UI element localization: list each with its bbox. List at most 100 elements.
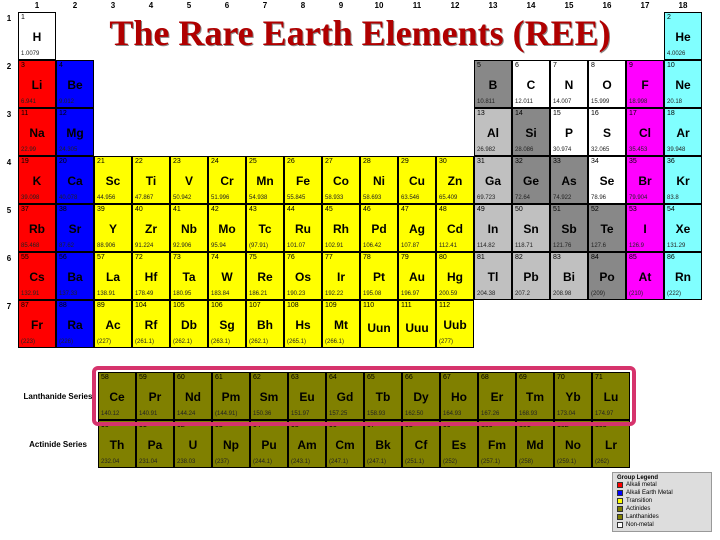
element-number: 71	[595, 374, 627, 382]
element-cell-tl: 81Tl204.38	[474, 252, 512, 300]
element-cell-hs: 108Hs(265.1)	[284, 300, 322, 348]
element-symbol: Th	[101, 438, 133, 452]
element-cell-pm: 61Pm(144.91)	[212, 372, 250, 420]
element-mass: 183.84	[211, 291, 243, 298]
element-mass: (243.1)	[291, 459, 323, 466]
legend-item: Lanthanides	[617, 513, 707, 521]
element-number: 21	[97, 158, 129, 166]
element-mass: (277)	[439, 339, 471, 346]
element-mass: (222)	[667, 291, 699, 298]
group-label: 10	[360, 0, 398, 12]
element-cell-nb: 41Nb92.906	[170, 204, 208, 252]
element-mass: (265.1)	[287, 339, 319, 346]
element-number: 59	[139, 374, 171, 382]
element-number: 57	[97, 254, 129, 262]
element-cell-mn: 25Mn54.938	[246, 156, 284, 204]
element-cell-s: 16S32.065	[588, 108, 626, 156]
element-number: 94	[253, 422, 285, 430]
element-cell-at: 85At(210)	[626, 252, 664, 300]
element-mass: 121.76	[553, 243, 585, 250]
element-symbol: Fe	[287, 174, 319, 188]
element-symbol: Cu	[401, 174, 433, 188]
element-number: 53	[629, 206, 661, 214]
element-symbol: Ca	[59, 174, 91, 188]
element-number: 83	[553, 254, 585, 262]
group-label: 7	[246, 0, 284, 12]
element-mass: 54.938	[249, 195, 281, 202]
element-symbol: Mt	[325, 318, 357, 332]
element-cell-rn: 86Rn(222)	[664, 252, 702, 300]
group-label: 15	[550, 0, 588, 12]
element-symbol: Uuu	[401, 321, 433, 335]
element-cell-tm: 69Tm168.93	[516, 372, 554, 420]
element-cell-cr: 24Cr51.996	[208, 156, 246, 204]
element-cell-ag: 47Ag107.87	[398, 204, 436, 252]
element-mass: 10.811	[477, 99, 509, 106]
element-cell-co: 27Co58.933	[322, 156, 360, 204]
element-mass: 6.941	[21, 99, 53, 106]
element-cell-os: 76Os190.23	[284, 252, 322, 300]
element-number: 18	[667, 110, 699, 118]
element-symbol: As	[553, 174, 585, 188]
element-cell-uuu: 111Uuu	[398, 300, 436, 348]
element-number: 32	[515, 158, 547, 166]
element-symbol: Rn	[667, 270, 699, 284]
element-mass: (262.1)	[173, 339, 205, 346]
element-cell-ta: 73Ta180.95	[170, 252, 208, 300]
element-mass: 157.25	[329, 411, 361, 418]
element-mass: (266.1)	[325, 339, 357, 346]
element-mass: 28.086	[515, 147, 547, 154]
element-cell-ir: 77Ir192.22	[322, 252, 360, 300]
legend-item: Alkali Earth Metal	[617, 489, 707, 497]
element-mass: 24.305	[59, 147, 91, 154]
element-symbol: V	[173, 174, 205, 188]
element-number: 65	[367, 374, 399, 382]
element-cell-yb: 70Yb173.04	[554, 372, 592, 420]
element-mass: (258)	[519, 459, 551, 466]
element-symbol: K	[21, 174, 53, 188]
element-cell-gd: 64Gd157.25	[326, 372, 364, 420]
element-cell-w: 74W183.84	[208, 252, 246, 300]
element-cell-tc: 43Tc(97.91)	[246, 204, 284, 252]
element-cell-sb: 51Sb121.76	[550, 204, 588, 252]
element-mass: 132.91	[21, 291, 53, 298]
element-mass: 65.409	[439, 195, 471, 202]
element-cell-i: 53I126.9	[626, 204, 664, 252]
element-mass: 14.007	[553, 99, 585, 106]
element-number: 29	[401, 158, 433, 166]
legend-item: Non-metal	[617, 521, 707, 529]
element-cell-ca: 20Ca40.078	[56, 156, 94, 204]
element-symbol: Lr	[595, 438, 627, 452]
element-symbol: Nd	[177, 390, 209, 404]
element-number: 78	[363, 254, 395, 262]
element-mass: (227)	[97, 339, 129, 346]
element-number: 49	[477, 206, 509, 214]
element-mass: 44.956	[97, 195, 129, 202]
element-symbol: Au	[401, 270, 433, 284]
element-mass: 51.996	[211, 195, 243, 202]
element-symbol: Cm	[329, 438, 361, 452]
element-number: 55	[21, 254, 53, 262]
element-mass: (262)	[595, 459, 627, 466]
element-cell-au: 79Au196.97	[398, 252, 436, 300]
group-label: 13	[474, 0, 512, 12]
element-symbol: Ge	[515, 174, 547, 188]
element-cell-be: 4Be9.012	[56, 60, 94, 108]
element-mass: (252)	[443, 459, 475, 466]
element-number: 107	[249, 302, 281, 310]
element-symbol: Be	[59, 78, 91, 92]
element-mass: 47.867	[135, 195, 167, 202]
element-cell-mo: 42Mo95.94	[208, 204, 246, 252]
element-symbol: Pu	[253, 438, 285, 452]
element-mass: 95.94	[211, 243, 243, 250]
element-number: 62	[253, 374, 285, 382]
element-symbol: Ga	[477, 174, 509, 188]
element-number: 85	[629, 254, 661, 262]
element-mass: 173.04	[557, 411, 589, 418]
element-symbol: In	[477, 222, 509, 236]
element-mass: 50.942	[173, 195, 205, 202]
element-number: 73	[173, 254, 205, 262]
element-mass: 238.03	[177, 459, 209, 466]
element-mass: (210)	[629, 291, 661, 298]
element-cell-cl: 17Cl35.453	[626, 108, 664, 156]
